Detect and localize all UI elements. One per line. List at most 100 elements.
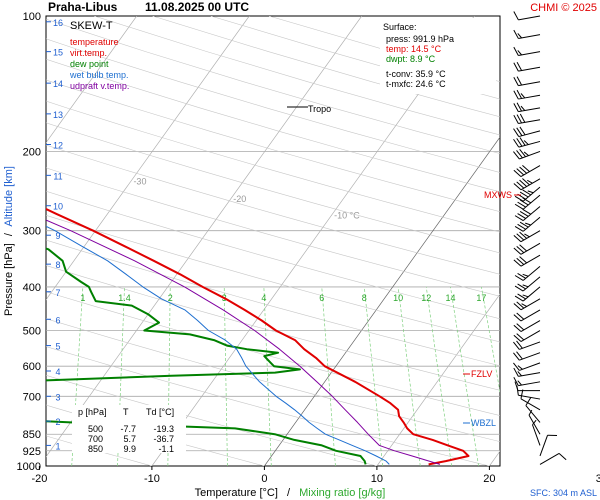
wind-barb	[513, 377, 541, 387]
wind-barb-flag	[516, 138, 523, 147]
altitude-tick-label: 16	[53, 18, 63, 28]
surface-dwpt: dwpt: 8.9 °C	[386, 54, 436, 64]
dry-adiabat	[46, 375, 377, 466]
wind-barb	[513, 178, 541, 191]
isotherm-label: -10 °C	[334, 210, 360, 220]
wind-barb-flag	[519, 166, 527, 174]
wind-barb-flag	[522, 284, 529, 288]
wind-barb-flag	[519, 148, 526, 158]
isotherm-line	[46, 16, 250, 301]
station-name: Praha-Libus	[48, 0, 118, 14]
wind-barb-flag	[519, 199, 529, 206]
wind-barb-flag	[514, 215, 524, 222]
pressure-tick-label: 700	[23, 391, 41, 403]
dry-adiabat	[46, 79, 500, 213]
wind-barb-staff	[522, 216, 541, 232]
mixing-ratio-label: 1.4	[118, 293, 131, 303]
wind-barb-flag	[516, 245, 525, 254]
wind-barb-staff	[519, 150, 541, 160]
wind-barb-flag	[513, 303, 522, 311]
wind-barb-flag	[514, 285, 524, 292]
wind-barb	[513, 126, 541, 138]
wind-barb-flag	[517, 371, 522, 377]
altitude-tick-label: 4	[55, 367, 60, 377]
isotherm-label: -20	[233, 194, 246, 204]
wind-barb-flag	[513, 367, 519, 377]
sounding-datetime: 11.08.2025 00 UTC	[145, 0, 249, 14]
altitude-tick-label: 3	[55, 392, 60, 402]
pressure-tick-label: 200	[23, 146, 41, 158]
dry-adiabat	[46, 265, 500, 391]
wind-barb-flag	[513, 259, 522, 267]
wind-barb-flag	[523, 151, 529, 156]
wind-barb-flag	[521, 303, 527, 307]
dry-adiabat	[46, 122, 500, 254]
wind-barb	[516, 385, 541, 400]
wind-barb	[514, 265, 541, 281]
wind-barb	[514, 194, 541, 210]
temperature-tick-label: 10	[371, 473, 383, 485]
altitude-tick-label: 11	[53, 171, 62, 181]
mixing-ratio-line	[425, 286, 452, 466]
table-header-td: Td [°C]	[146, 407, 174, 417]
x-axis-title: Temperature [°C] / Mixing ratio [g/kg]	[195, 487, 386, 499]
wind-barb	[513, 367, 541, 377]
dry-adiabat	[46, 100, 500, 233]
mixing-ratio-label: 14	[445, 293, 455, 303]
wind-barb-flag	[514, 295, 524, 302]
wind-barb-flag	[517, 380, 522, 386]
legend-title: SKEW-T	[70, 20, 113, 32]
y-axis-label-altitude: Altitude [km]	[3, 166, 15, 227]
wind-barb-flag	[513, 62, 519, 72]
wind-barb-flag	[513, 247, 522, 255]
legend-temperature: temperature	[70, 37, 119, 47]
wind-barb-flag	[513, 46, 519, 56]
wind-barb	[514, 186, 541, 202]
wind-barb	[520, 389, 541, 411]
wind-barb-flag	[522, 178, 530, 186]
x-axis-label-separator: /	[287, 487, 291, 499]
dry-adiabat	[46, 346, 490, 466]
pressure-tick-label: 925	[23, 446, 41, 458]
wind-barb-staff	[539, 452, 560, 465]
mixing-ratio-label: 1	[80, 293, 85, 303]
wind-barb-staff	[519, 352, 541, 361]
wind-barb-staff	[518, 81, 541, 87]
pressure-tick-label: 300	[23, 226, 41, 238]
table-row-850-td: -1.1	[158, 444, 174, 454]
surface-temp: temp: 14.5 °C	[386, 44, 442, 54]
wind-barb-staff	[520, 165, 541, 178]
axes-layer: 1002003004005006007008509251000-30-20-10…	[17, 11, 600, 485]
wind-barb-flag	[516, 340, 523, 349]
wind-barb-flag	[513, 11, 519, 21]
wind-barb-staff	[525, 405, 541, 423]
wind-barb-flag	[516, 323, 525, 331]
temperature-tick-label: 20	[483, 473, 495, 485]
isotherm-label: -30	[133, 176, 146, 186]
altitude-tick-label: 2	[55, 417, 60, 427]
table-row-700-td: -36.7	[153, 434, 174, 444]
wind-barb-flag	[513, 377, 519, 386]
y-axis-label-separator: /	[3, 232, 15, 236]
table-row-700-p: 700	[88, 434, 103, 444]
wind-barb	[513, 340, 541, 350]
wind-barb-flag	[513, 114, 519, 124]
wind-barb-flag	[524, 233, 530, 238]
pressure-tick-label: 100	[23, 11, 41, 23]
wind-barb-flag	[516, 150, 523, 159]
wind-barb	[513, 29, 541, 39]
isotherm-line	[46, 16, 363, 458]
wind-barb-staff	[520, 330, 541, 342]
wind-barbs	[513, 11, 567, 465]
table-row-850-t: 9.9	[123, 444, 136, 454]
wind-barb-flag	[527, 179, 533, 184]
altitude-tick-label: 9	[55, 231, 60, 241]
svg-text:Pressure [hPa] / A: Pressure [hPa] / Altitude [km]	[3, 166, 15, 316]
isotherm-line	[489, 450, 500, 466]
wind-barb-staff	[522, 206, 541, 221]
wind-barb-flag	[519, 126, 526, 136]
wind-barb-flag	[522, 164, 530, 173]
altitude-tick-label: 12	[53, 141, 63, 151]
wind-barb-flag	[513, 183, 522, 191]
